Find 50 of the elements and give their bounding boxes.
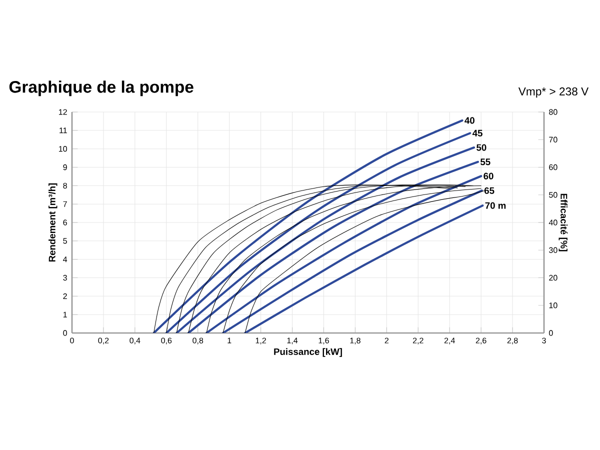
x-tick-label: 1,8 (350, 338, 360, 344)
series-label: 50 (476, 144, 486, 151)
y-axis-title: Rendement [m³/h] (48, 183, 58, 262)
y2-axis-title: Efficacité [%] (558, 194, 568, 252)
y-tick-label: 6 (63, 220, 67, 226)
series-label: 40 (464, 117, 474, 124)
y2-tick-label: 40 (548, 220, 558, 226)
x-tick-label: 2,6 (476, 338, 486, 344)
x-tick-label: 2 (384, 338, 388, 344)
y-tick-label: 1 (63, 312, 67, 318)
x-tick-label: 1 (228, 338, 232, 344)
x-tick-label: 0,2 (98, 338, 109, 344)
series-label: 70 m (485, 202, 506, 209)
x-tick-label: 1,4 (287, 338, 298, 344)
x-tick-label: 1,2 (256, 338, 266, 344)
y2-tick-label: 50 (549, 192, 558, 198)
x-tick-label: 0,6 (161, 338, 172, 344)
series-label: 55 (480, 158, 490, 166)
y2-tick-label: 10 (549, 302, 558, 308)
y-tick-label: 8 (63, 182, 67, 189)
y-tick-label: 11 (60, 128, 67, 134)
series-label: 60 (484, 172, 494, 180)
x-tick-label: 0,4 (130, 338, 140, 344)
y2-tick-label: 20 (549, 274, 558, 281)
x-tick-label: 0,8 (192, 338, 204, 344)
x-axis-title: Puissance [kW] (274, 348, 342, 357)
x-tick-label: 3 (542, 338, 546, 344)
y-tick-label: 0 (63, 330, 67, 336)
y2-tick-label: 60 (549, 164, 558, 170)
series-label: 45 (472, 130, 482, 136)
series-label: 65 (484, 187, 494, 194)
y2-tick-label: 0 (549, 330, 553, 336)
text: Vmp* > 238 V (518, 87, 589, 98)
chart-title: Graphique de la pompe (9, 80, 194, 96)
y-tick-label: 12 (58, 109, 67, 115)
x-tick-label: 2,4 (444, 338, 455, 344)
x-tick-label: 1,6 (318, 338, 329, 344)
y-tick-label: 2 (63, 293, 67, 299)
y2-tick-label: 80 (549, 109, 558, 115)
y2-tick-label: 70 (549, 136, 558, 142)
x-tick-label: 2,8 (507, 338, 518, 344)
x-tick-label: 2,2 (412, 338, 424, 344)
y-tick-label: 4 (63, 256, 68, 262)
y2-tick-label: 30 (549, 247, 558, 253)
x-tick-label: 0 (70, 338, 74, 344)
y-tick-label: 7 (63, 201, 67, 207)
y-tick-label: 3 (63, 274, 67, 281)
y-tick-label: 9 (63, 164, 67, 170)
y-tick-label: 10 (58, 146, 67, 152)
y-tick-label: 5 (63, 238, 67, 244)
